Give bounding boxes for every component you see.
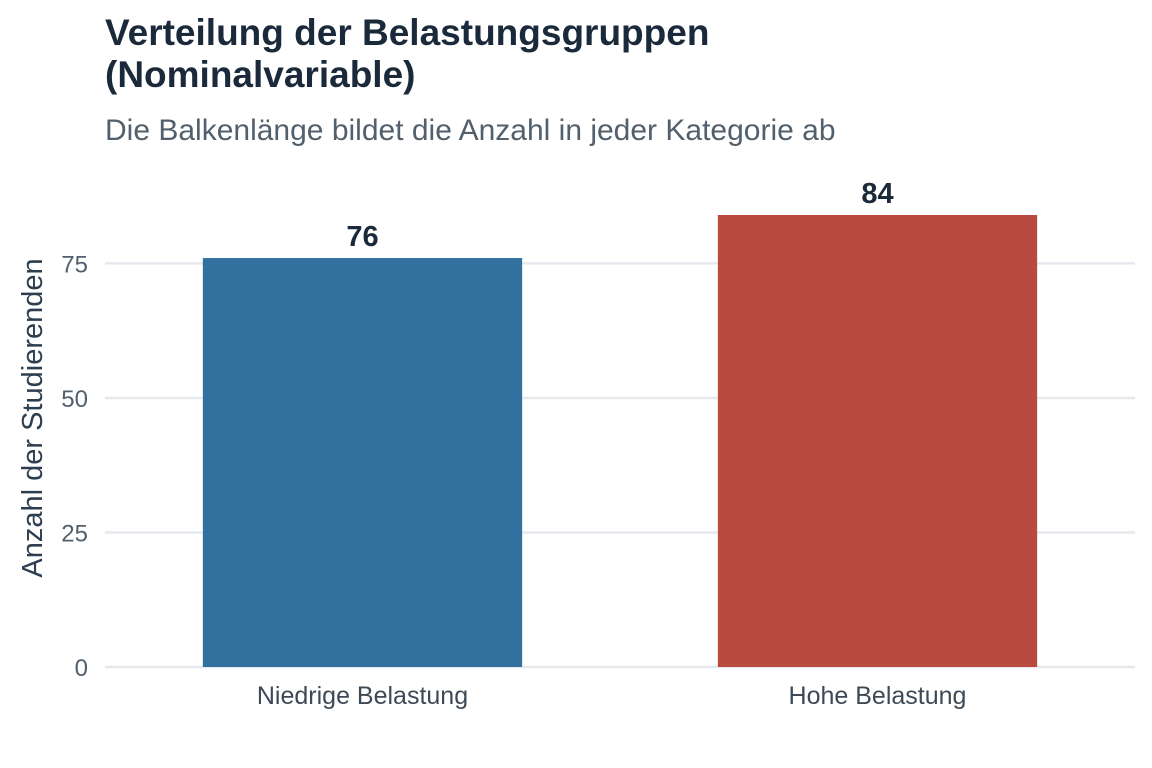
chart-subtitle: Die Balkenlänge bildet die Anzahl in jed… [105,114,836,147]
bar [202,258,523,667]
data-label: 84 [861,178,893,210]
x-tick-label: Niedrige Belastung [257,682,468,710]
y-tick-label: 75 [61,251,88,278]
data-label: 76 [346,221,378,253]
bar [717,215,1038,667]
y-axis-ticks: 0 25 50 75 [61,251,88,682]
bars [202,215,1038,667]
data-labels: 76 84 [346,178,893,253]
y-tick-label: 0 [75,655,88,682]
x-tick-label: Hohe Belastung [789,682,967,710]
y-tick-label: 50 [61,386,88,413]
chart-title: Verteilung der Belastungsgruppen (Nomina… [105,12,710,95]
y-axis-label: Anzahl der Studierenden [17,258,49,577]
y-tick-label: 25 [61,520,88,547]
x-axis-ticks: Niedrige Belastung Hohe Belastung [257,682,967,710]
